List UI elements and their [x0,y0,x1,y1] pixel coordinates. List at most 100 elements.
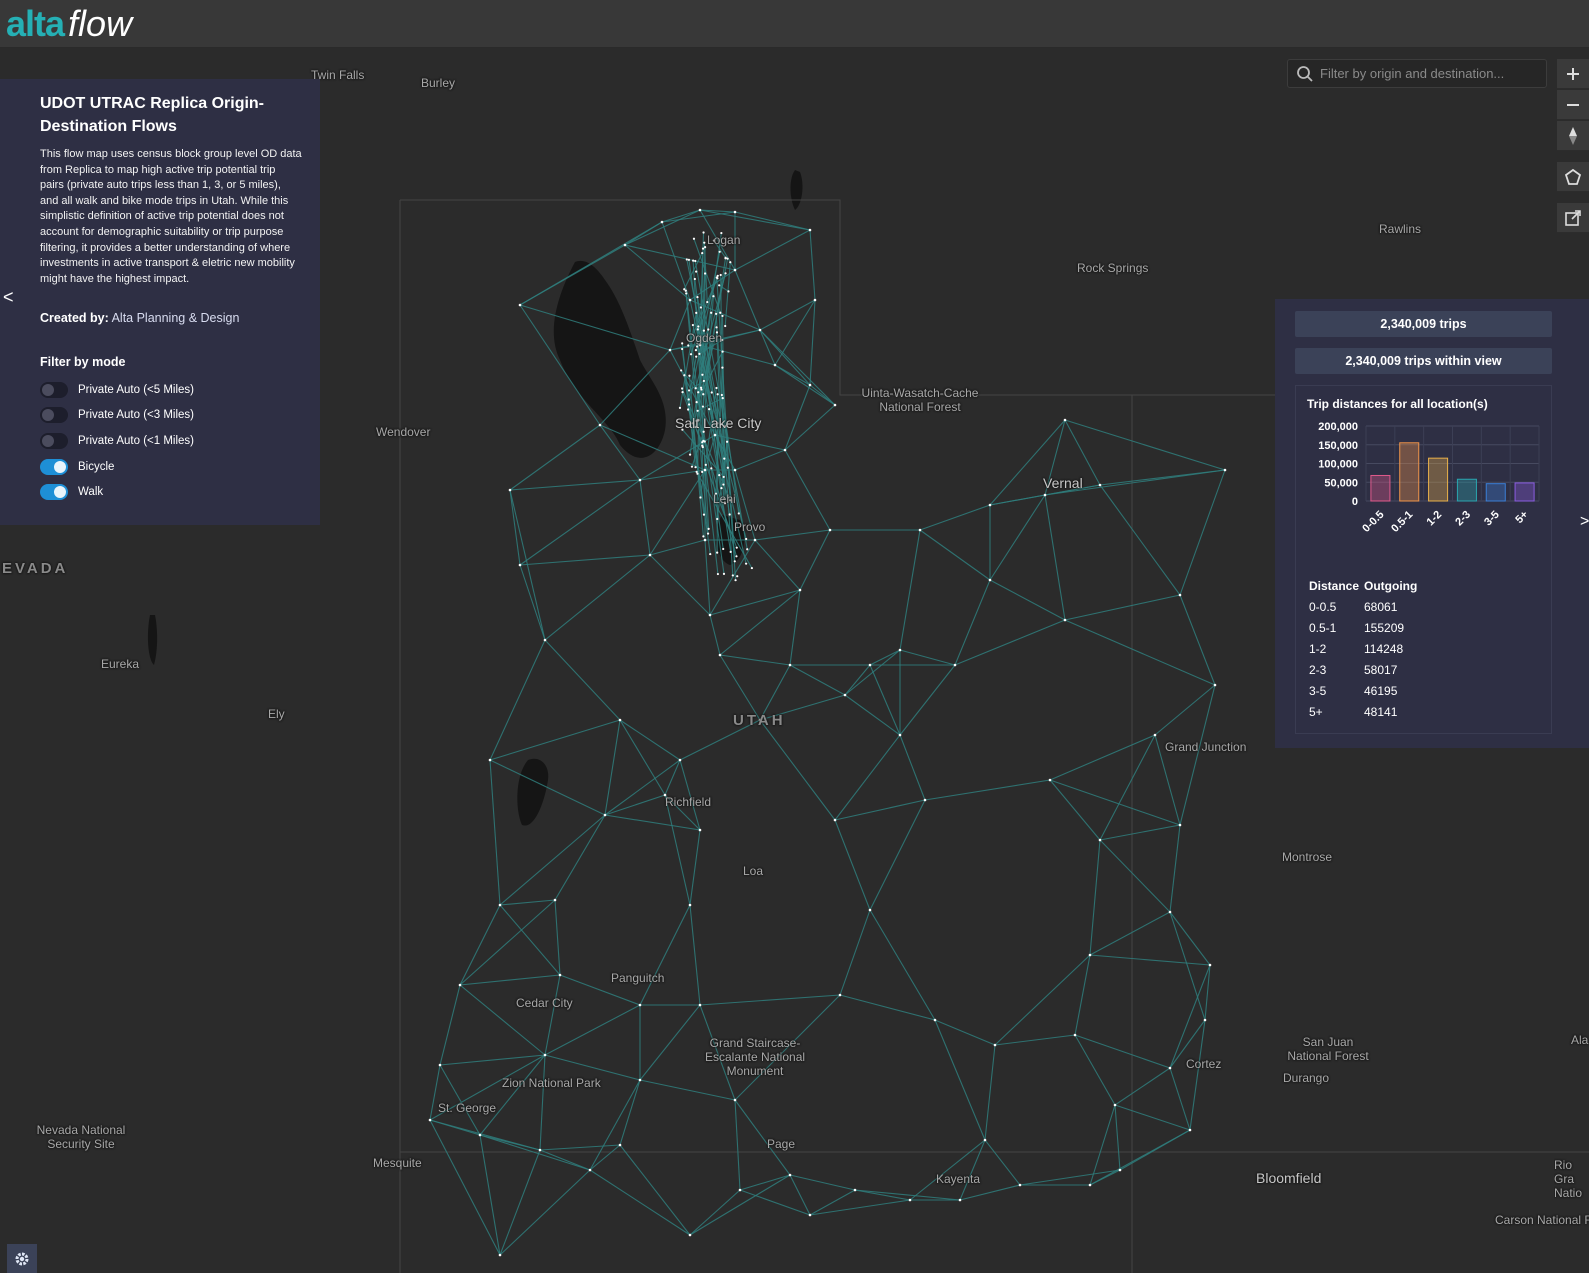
flow-line [1049,734,1156,781]
alta-flow-logo[interactable]: alta flow [6,3,133,44]
compass-button[interactable] [1557,121,1589,151]
expand-stats-button[interactable]: > [1580,513,1589,530]
toggle-switch[interactable] [40,382,68,398]
flow-line [759,694,846,721]
flow-line [699,994,841,1006]
zoom-in-button[interactable] [1557,59,1589,89]
flow-node [1063,618,1067,622]
flow-line [954,579,991,666]
flow-line [429,1119,501,1256]
place-richfield: Richfield [665,795,712,809]
place-page: Page [767,1137,796,1151]
mode-toggle-row-auto-1[interactable]: Private Auto (<1 Miles) [40,432,194,450]
flow-node [518,303,522,307]
mode-toggle-row-auto-3[interactable]: Private Auto (<3 Miles) [40,406,194,424]
flow-node [983,1138,987,1142]
flow-line [839,909,871,996]
flow-node [683,374,686,377]
place-rawlins: Rawlins [1379,222,1422,236]
flow-node [716,517,719,521]
chart-title: Trip distances for all location(s) [1307,397,1488,411]
mode-label: Private Auto (<5 Miles) [78,384,195,396]
place-grand-junction: Grand Junction [1165,740,1247,754]
toggle-switch[interactable] [40,407,68,423]
flow-line [604,814,701,831]
flow-node [722,497,725,501]
flow-line [899,734,926,801]
toggle-switch[interactable] [40,484,68,500]
flow-line [639,1079,736,1101]
flow-line [679,759,701,831]
external-link-icon [1565,209,1581,226]
compass-icon [1569,126,1577,145]
flow-node [695,470,698,474]
flow-line [1064,419,1226,471]
flow-node [701,470,704,473]
flow-line [604,759,681,816]
flow-line [844,664,871,696]
flow-node [729,550,732,553]
flow-line [774,364,836,406]
flow-node [1098,838,1102,842]
x-tick-label: 0-0.5 [1360,509,1386,535]
collapse-panel-button[interactable]: < [3,287,14,307]
flow-line [716,277,736,562]
flow-node [843,693,847,697]
created-by-link[interactable]: Alta Planning & Design [111,311,240,325]
flow-line [604,794,666,816]
flow-line [589,1169,691,1236]
open-external-button[interactable] [1557,203,1589,233]
flow-node [813,298,817,302]
state-label-nevada: EVADA [2,560,69,577]
flow-node [853,1188,857,1192]
flow-line [919,529,991,581]
flow-node [958,1198,962,1202]
flow-line [1074,1034,1171,1069]
settings-button[interactable] [7,1244,37,1273]
flow-line [639,469,706,481]
flow-node [702,430,705,433]
flow-line [439,1054,546,1066]
flow-node [898,733,902,737]
flow-node [700,388,703,391]
flow-node [828,528,832,532]
flow-line [489,719,621,761]
flow-node [688,374,691,377]
flow-node [1088,1183,1092,1187]
flow-node [687,389,691,392]
search-box[interactable] [1287,59,1547,88]
flow-node [737,512,740,515]
zoom-out-button[interactable] [1557,90,1589,120]
place-ala: Ala [1571,1033,1589,1047]
flow-node [722,547,725,551]
flow-node [733,268,737,272]
y-tick-label: 50,000 [1324,477,1358,489]
flow-line [539,1149,591,1171]
flow-node [720,487,723,490]
flow-line [701,296,714,446]
toggle-switch[interactable] [40,459,68,475]
flow-node [698,352,701,356]
panel-description: This flow map uses census block group le… [40,148,302,285]
toggle-switch[interactable] [40,433,68,449]
search-icon [1297,65,1313,82]
bar-1-2 [1428,457,1449,502]
flow-node [683,288,686,291]
mode-toggle-row-auto-5[interactable]: Private Auto (<5 Miles) [40,381,194,399]
bar-2-3 [1456,478,1477,502]
created-by: Created by: Alta Planning & Design [40,311,240,325]
flow-line [809,299,816,386]
flow-node [663,793,667,797]
flow-line [734,449,786,471]
flow-line [739,1174,791,1191]
info-panel: UDOT UTRAC Replica Origin-Destination Fl… [0,79,320,525]
great-salt-lake [553,260,666,458]
bar-3-5 [1485,483,1506,502]
flow-node [716,393,719,396]
polygon-select-button[interactable] [1557,162,1589,192]
mode-toggle-row-walk[interactable]: Walk [40,483,103,501]
search-input[interactable] [1320,66,1540,81]
flow-node [702,329,705,332]
mode-toggle-row-bicycle[interactable]: Bicycle [40,458,114,476]
flow-node [1118,1168,1122,1172]
